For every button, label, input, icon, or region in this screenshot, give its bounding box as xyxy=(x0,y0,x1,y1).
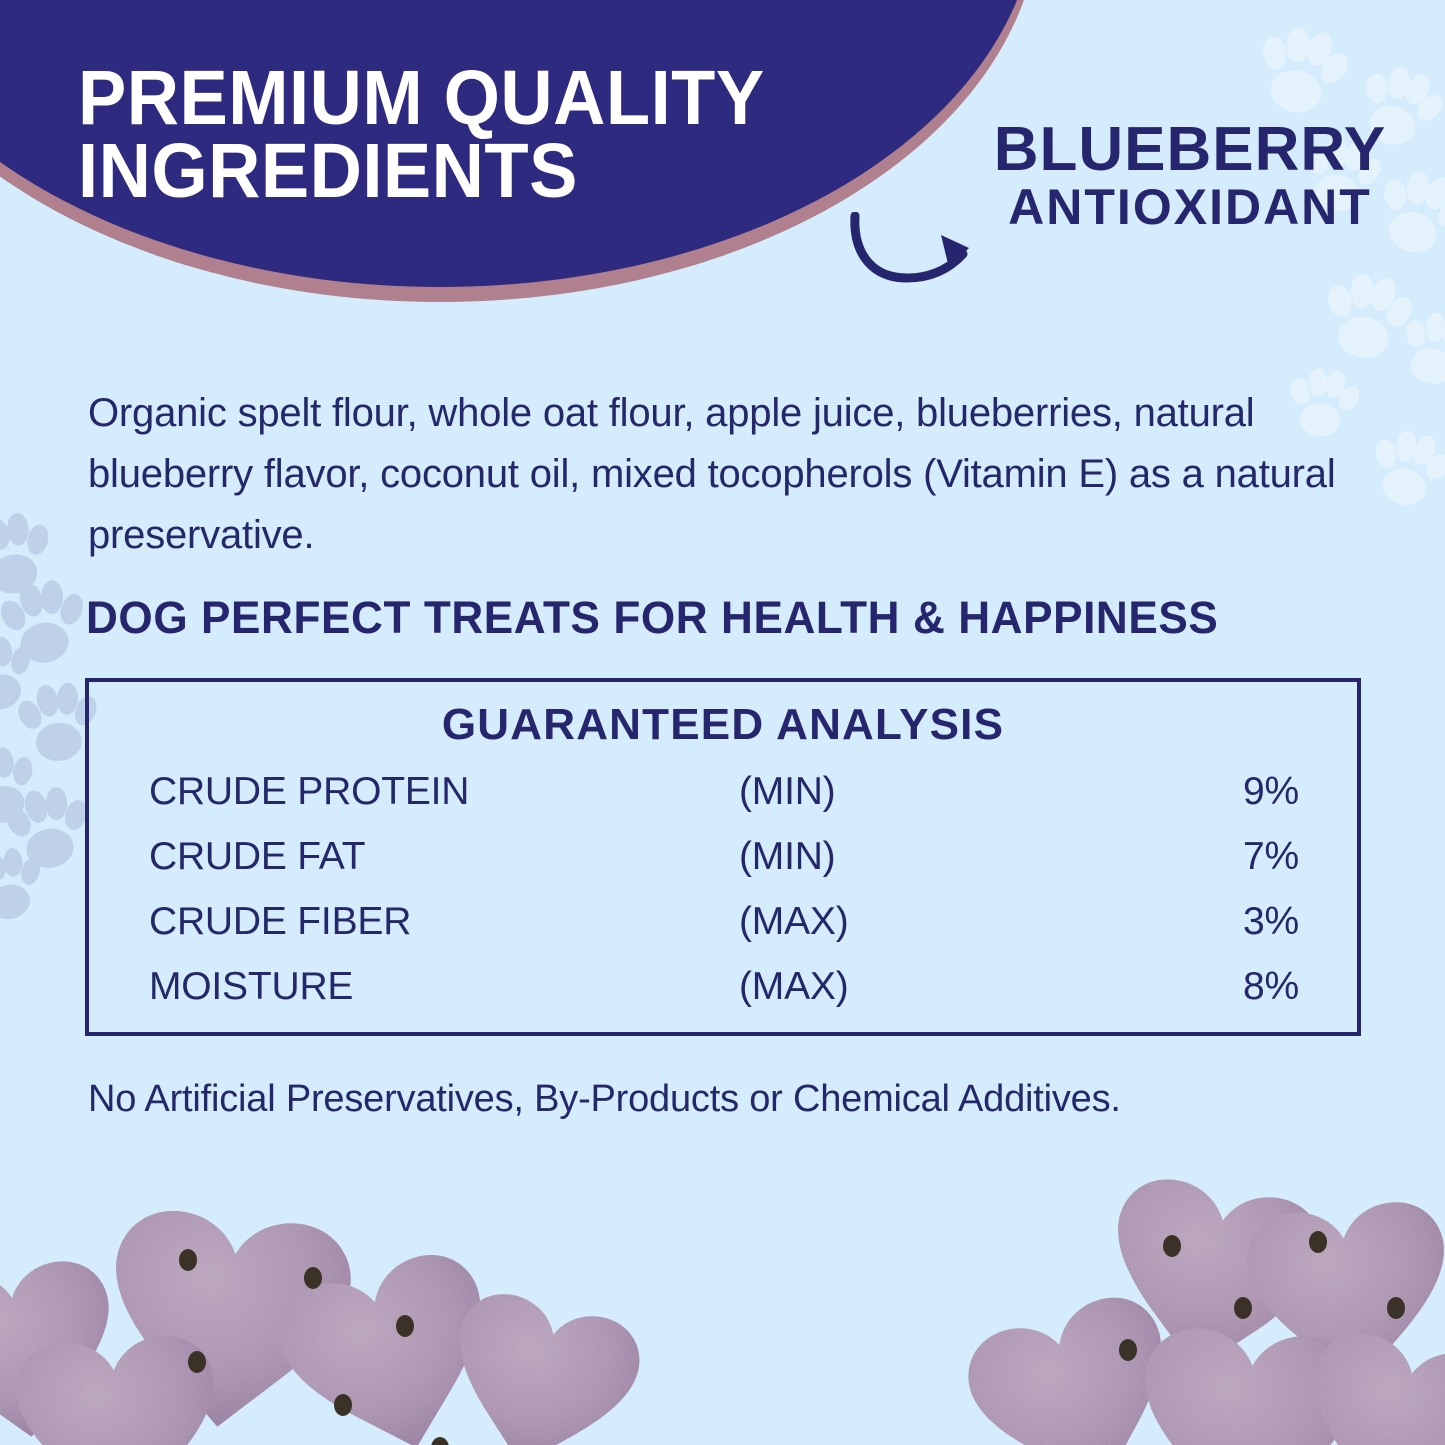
heart-dog-treat-icon xyxy=(956,1171,1445,1445)
nutrient-qualifier: (MAX) xyxy=(739,965,849,1008)
table-row: MOISTURE (MAX) 8% xyxy=(89,965,1357,1030)
heart-dog-treat-icon xyxy=(0,1205,649,1445)
table-row: CRUDE FAT (MIN) 7% xyxy=(89,835,1357,900)
no-additives-note: No Artificial Preservatives, By-Products… xyxy=(88,1078,1121,1120)
nutrient-value: 9% xyxy=(1243,770,1299,813)
dog-treats-photo xyxy=(0,1171,1445,1445)
tagline-heading: DOG PERFECT TREATS FOR HEALTH & HAPPINES… xyxy=(86,592,1219,643)
guaranteed-analysis-title: GUARANTEED ANALYSIS xyxy=(441,700,1005,749)
table-row: CRUDE FIBER (MAX) 3% xyxy=(89,900,1357,965)
nutrient-qualifier: (MIN) xyxy=(739,835,836,878)
guaranteed-analysis-box: GUARANTEED ANALYSIS CRUDE PROTEIN (MIN) … xyxy=(85,678,1361,1036)
nutrient-value: 8% xyxy=(1243,965,1299,1008)
nutrient-name: MOISTURE xyxy=(149,965,354,1008)
nutrient-name: CRUDE FAT xyxy=(149,835,366,878)
nutrient-value: 3% xyxy=(1243,900,1299,943)
curved-arrow-icon xyxy=(850,212,969,283)
blueberry-antioxidant-callout: BLUEBERRY ANTIOXIDANT xyxy=(955,118,1425,233)
nutrient-name: CRUDE FIBER xyxy=(149,900,412,943)
blueberry-speck xyxy=(179,1249,449,1445)
page-title-line-1: PREMIUM QUALITY xyxy=(78,55,765,141)
navy-curved-banner xyxy=(0,0,1024,302)
nutrient-qualifier: (MIN) xyxy=(739,770,836,813)
page-title: PREMIUM QUALITY INGREDIENTS xyxy=(78,55,830,215)
ingredients-paragraph: Organic spelt flour, whole oat flour, ap… xyxy=(88,391,1336,557)
callout-line-2: ANTIOXIDANT xyxy=(1008,178,1372,235)
callout-line-1: BLUEBERRY xyxy=(993,115,1387,184)
blueberry-speck xyxy=(1119,1231,1405,1361)
nutrient-qualifier: (MAX) xyxy=(739,900,849,943)
nutrient-name: CRUDE PROTEIN xyxy=(149,770,470,813)
guaranteed-analysis-rows: CRUDE PROTEIN (MIN) 9% CRUDE FAT (MIN) 7… xyxy=(89,770,1357,1030)
table-row: CRUDE PROTEIN (MIN) 9% xyxy=(89,770,1357,835)
page-title-line-2: INGREDIENTS xyxy=(78,128,578,215)
nutrient-value: 7% xyxy=(1243,835,1299,878)
